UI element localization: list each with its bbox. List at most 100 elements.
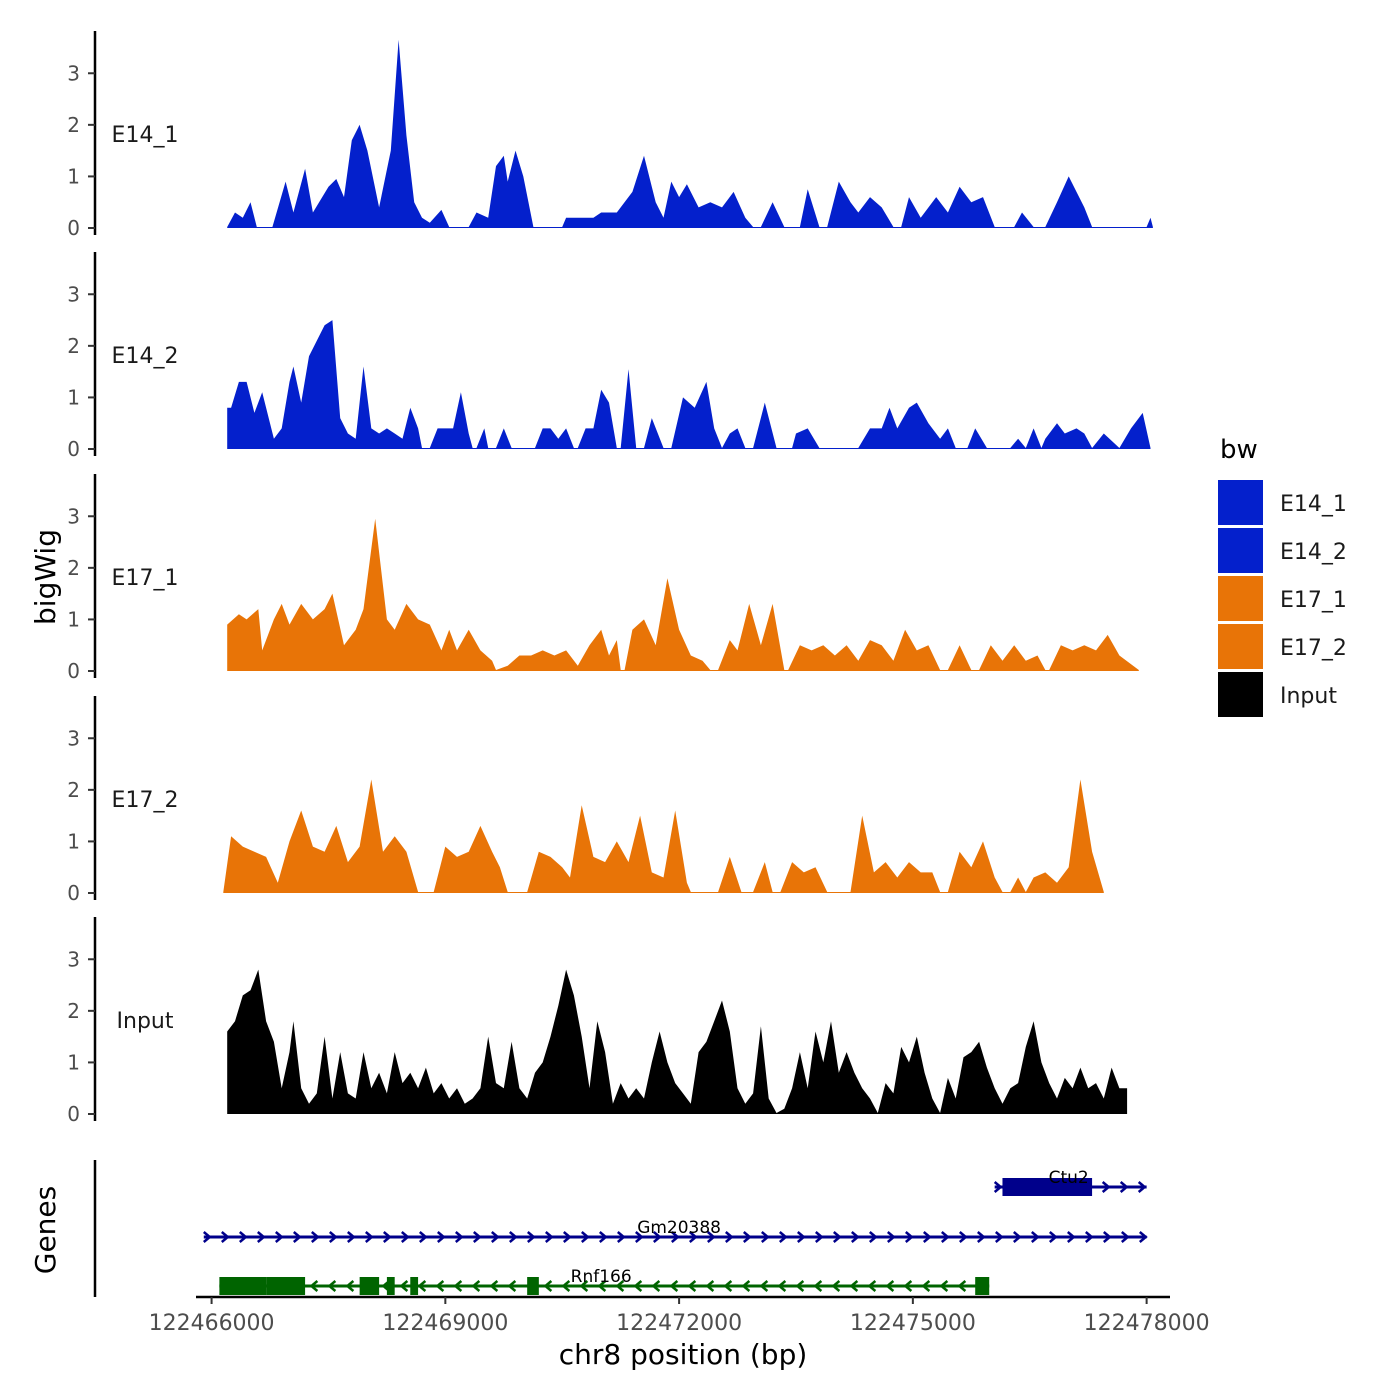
strand-arrow-icon xyxy=(723,1280,733,1292)
y-tick-label: 1 xyxy=(67,385,80,409)
x-axis: 122466000 122469000 122472000 122475000 1224… xyxy=(149,1295,1210,1336)
strand-arrow-icon xyxy=(832,1231,842,1243)
strand-arrow-icon xyxy=(562,1231,572,1243)
track-label-e17_1: E17_1 xyxy=(112,566,179,591)
track-label-e17_2: E17_2 xyxy=(112,788,179,813)
track-panel-input: 0 1 2 3 Input xyxy=(67,917,1128,1126)
signal-area-e14_2 xyxy=(227,320,1151,449)
strand-arrow-icon xyxy=(472,1231,482,1243)
y-tick-label: 2 xyxy=(67,334,80,358)
genes-panel-title: Genes xyxy=(29,1186,62,1274)
strand-arrow-icon xyxy=(940,1231,950,1243)
strand-arrow-icon xyxy=(904,1231,914,1243)
strand-arrow-icon xyxy=(346,1231,356,1243)
strand-arrow-icon xyxy=(850,1231,860,1243)
strand-arrow-icon xyxy=(364,1231,374,1243)
strand-arrow-icon xyxy=(597,1280,607,1292)
strand-arrow-icon xyxy=(993,1181,1003,1193)
strand-arrow-icon xyxy=(795,1280,805,1292)
strand-arrow-icon xyxy=(1102,1231,1112,1243)
gene-exon xyxy=(359,1277,380,1295)
strand-arrow-icon xyxy=(1048,1231,1058,1243)
strand-arrow-icon xyxy=(957,1280,967,1292)
strand-arrow-icon xyxy=(598,1231,608,1243)
y-tick-label: 0 xyxy=(67,437,80,461)
strand-arrow-icon xyxy=(382,1231,392,1243)
gene-label: Ctu2 xyxy=(1049,1168,1089,1188)
strand-arrow-icon xyxy=(345,1280,355,1292)
strand-arrow-icon xyxy=(256,1231,266,1243)
y-tick-label: 3 xyxy=(67,282,80,306)
strand-arrow-icon xyxy=(507,1280,517,1292)
y-tick-label: 3 xyxy=(67,726,80,750)
legend-swatch xyxy=(1218,624,1263,669)
track-panel-e14_2: 0 1 2 3 E14_2 xyxy=(67,252,1151,461)
strand-arrow-icon xyxy=(814,1231,824,1243)
y-tick-label: 2 xyxy=(67,999,80,1023)
y-tick-label: 0 xyxy=(67,216,80,240)
strand-arrow-icon xyxy=(994,1231,1004,1243)
y-tick-label: 0 xyxy=(67,1102,80,1126)
strand-arrow-icon xyxy=(849,1280,859,1292)
signal-area-input xyxy=(227,969,1128,1114)
strand-arrow-icon xyxy=(670,1231,680,1243)
strand-arrow-icon xyxy=(706,1231,716,1243)
gene-exon xyxy=(266,1277,306,1295)
strand-arrow-icon xyxy=(274,1231,284,1243)
x-tick-label: 122475000 xyxy=(850,1311,976,1336)
strand-arrow-icon xyxy=(327,1280,337,1292)
strand-arrow-icon xyxy=(813,1280,823,1292)
y-tick-label: 0 xyxy=(67,659,80,683)
strand-arrow-icon xyxy=(454,1231,464,1243)
gene-track: Ctu2 Gm20388 Rnf166 xyxy=(93,1160,1148,1297)
strand-arrow-icon xyxy=(652,1231,662,1243)
track-panel-e17_2: 0 1 2 3 E17_2 xyxy=(67,696,1104,905)
strand-arrow-icon xyxy=(796,1231,806,1243)
strand-arrow-icon xyxy=(1084,1231,1094,1243)
strand-arrow-icon xyxy=(903,1280,913,1292)
strand-arrow-icon xyxy=(741,1280,751,1292)
gene-exon xyxy=(386,1277,395,1295)
strand-arrow-icon xyxy=(400,1231,410,1243)
strand-arrow-icon xyxy=(615,1280,625,1292)
strand-arrow-icon xyxy=(868,1231,878,1243)
strand-arrow-icon xyxy=(220,1231,230,1243)
strand-arrow-icon xyxy=(831,1280,841,1292)
gene-ctu2: Ctu2 xyxy=(993,1168,1147,1196)
gene-gm20388: Gm20388 xyxy=(202,1218,1148,1243)
strand-arrow-icon xyxy=(561,1280,571,1292)
track-panel-e14_1: 0 1 2 3 E14_1 xyxy=(67,31,1153,240)
strand-arrow-icon xyxy=(760,1231,770,1243)
signal-area-e17_2 xyxy=(223,779,1104,893)
strand-arrow-icon xyxy=(202,1231,212,1243)
y-tick-label: 2 xyxy=(67,113,80,137)
gene-label: Gm20388 xyxy=(637,1218,721,1238)
strand-arrow-icon xyxy=(544,1231,554,1243)
x-axis-title: chr8 position (bp) xyxy=(559,1338,808,1371)
strand-arrow-icon xyxy=(777,1280,787,1292)
legend: E14_1 E14_2 E17_1 E17_2 Input xyxy=(1218,480,1347,717)
strand-arrow-icon xyxy=(436,1231,446,1243)
strand-arrow-icon xyxy=(705,1280,715,1292)
signal-area-e17_1 xyxy=(227,518,1139,671)
gene-exon xyxy=(527,1277,539,1295)
legend-label: E14_1 xyxy=(1280,492,1347,517)
strand-arrow-icon xyxy=(687,1280,697,1292)
track-panel-e17_1: 0 1 2 3 E17_1 xyxy=(67,474,1139,683)
strand-arrow-icon xyxy=(309,1280,319,1292)
strand-arrow-icon xyxy=(759,1280,769,1292)
strand-arrow-icon xyxy=(526,1231,536,1243)
strand-arrow-icon xyxy=(867,1280,877,1292)
track-label-e14_1: E14_1 xyxy=(112,123,179,148)
x-tick-label: 122466000 xyxy=(149,1311,275,1336)
y-tick-label: 1 xyxy=(67,164,80,188)
strand-arrow-icon xyxy=(1138,1231,1148,1243)
strand-arrow-icon xyxy=(634,1231,644,1243)
strand-arrow-icon xyxy=(435,1280,445,1292)
y-tick-label: 3 xyxy=(67,61,80,85)
strand-arrow-icon xyxy=(778,1231,788,1243)
y-tick-label: 2 xyxy=(67,778,80,802)
strand-arrow-icon xyxy=(471,1280,481,1292)
strand-arrow-icon xyxy=(958,1231,968,1243)
strand-arrow-icon xyxy=(489,1280,499,1292)
